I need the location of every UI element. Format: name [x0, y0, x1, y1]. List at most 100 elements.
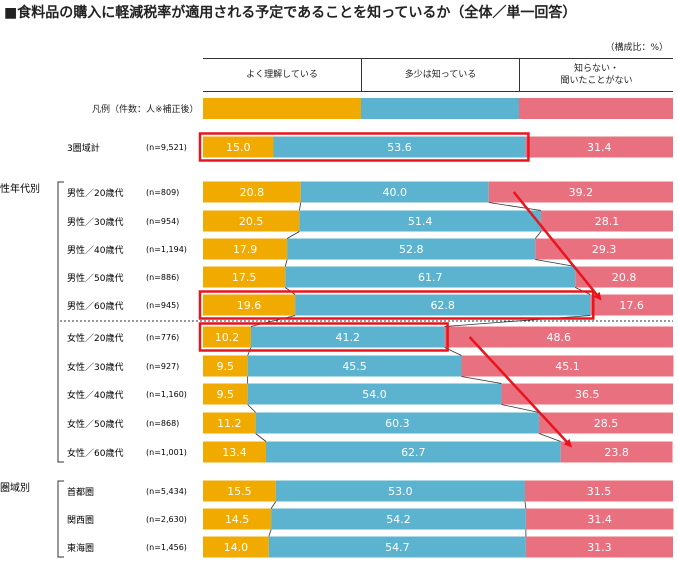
bar-segment — [461, 355, 674, 377]
sample-size-label: (n=1,194) — [146, 245, 187, 254]
bar-segment — [203, 508, 272, 530]
bar-segment — [203, 326, 251, 348]
bar-segment — [590, 294, 673, 316]
bar-segment — [295, 294, 591, 316]
bar-segment — [525, 508, 674, 530]
bar-segment — [273, 136, 526, 158]
row-label: 男性／50歳代 — [67, 272, 123, 284]
row-label: 男性／20歳代 — [67, 187, 123, 199]
legend-header-yoku: よく理解している — [203, 58, 361, 92]
row-label: 女性／60歳代 — [67, 447, 123, 459]
bar-segment — [203, 536, 269, 558]
data-label: 10.2 — [215, 331, 240, 344]
connector-line — [535, 259, 576, 267]
connector-line — [298, 202, 302, 211]
sample-size-label: (n=9,521) — [146, 143, 187, 152]
data-label: 29.3 — [592, 243, 617, 256]
bar-segment — [575, 266, 673, 288]
data-label: 61.7 — [418, 271, 443, 284]
data-label: 54.7 — [385, 541, 410, 554]
data-label: 20.5 — [239, 215, 264, 228]
unit-label: （構成比：%） — [605, 43, 668, 53]
connector-line — [488, 202, 541, 211]
connector-line — [501, 404, 540, 413]
legend-swatch-3 — [519, 98, 673, 119]
bar-segment — [265, 441, 561, 463]
bar-segment — [203, 266, 286, 288]
bar-segment — [501, 383, 673, 405]
data-label: 28.5 — [594, 417, 619, 430]
bar-segment — [203, 181, 301, 203]
bar-segment — [299, 210, 541, 232]
row-label: 女性／50歳代 — [67, 418, 123, 430]
data-label: 53.6 — [387, 141, 412, 154]
highlight-box — [198, 322, 449, 352]
data-label: 9.5 — [217, 360, 235, 373]
data-label: 14.0 — [224, 541, 249, 554]
row-label: 関西圏 — [67, 515, 94, 526]
bar-segment — [203, 383, 248, 405]
highlight-box — [198, 132, 530, 162]
sample-size-label: (n=809) — [146, 188, 179, 197]
data-label: 15.5 — [227, 485, 252, 498]
data-label: 17.9 — [233, 243, 258, 256]
data-label: 40.0 — [383, 186, 408, 199]
bar-segment — [203, 480, 276, 502]
trend-arrow — [468, 336, 573, 448]
bar-segment — [524, 480, 673, 502]
bar-segment — [560, 441, 673, 463]
data-label: 52.8 — [399, 243, 424, 256]
sample-size-label: (n=1,160) — [146, 390, 187, 399]
row-label: 女性／20歳代 — [67, 332, 123, 344]
sample-size-label: (n=868) — [146, 419, 179, 428]
connector-line — [461, 376, 502, 384]
connector-line — [284, 259, 288, 267]
bar-segment — [203, 210, 300, 232]
legend-swatch-2 — [361, 98, 519, 119]
data-label: 62.7 — [401, 446, 426, 459]
bar-segment — [247, 383, 502, 405]
row-label: 女性／40歳代 — [67, 389, 123, 401]
bar-segment — [525, 536, 673, 558]
connector-line — [268, 529, 272, 537]
group-label: 圏域別 — [0, 481, 30, 494]
data-label: 54.2 — [386, 513, 411, 526]
data-label: 20.8 — [240, 186, 265, 199]
data-label: 9.5 — [217, 388, 235, 401]
bar-segment — [285, 266, 576, 288]
row-label: 女性／30歳代 — [67, 361, 123, 373]
sample-size-label: (n=945) — [146, 301, 179, 310]
bar-segment — [539, 412, 673, 434]
bar-segment — [271, 508, 526, 530]
data-label: 31.4 — [587, 141, 612, 154]
data-label: 39.2 — [569, 186, 594, 199]
bar-segment — [203, 294, 296, 316]
bar-segment — [540, 210, 673, 232]
data-label: 19.6 — [237, 299, 262, 312]
trend-arrow — [512, 191, 602, 301]
data-label: 11.2 — [217, 417, 242, 430]
data-label: 54.0 — [362, 388, 387, 401]
connector-line — [247, 404, 256, 413]
legend-swatch-1 — [203, 98, 361, 119]
connector-line — [270, 501, 277, 509]
bar-segment — [300, 181, 489, 203]
bar-segment — [255, 412, 540, 434]
bar-segment — [275, 480, 525, 502]
sample-size-label: (n=1,001) — [146, 448, 187, 457]
sample-size-label: (n=886) — [146, 273, 179, 282]
data-label: 53.0 — [388, 485, 413, 498]
group-bracket — [57, 181, 64, 463]
data-label: 31.3 — [587, 541, 612, 554]
connector-line — [538, 433, 561, 442]
data-label: 17.5 — [232, 271, 257, 284]
highlight-box — [198, 290, 595, 320]
row-label: 男性／60歳代 — [67, 300, 123, 312]
bar-segment — [488, 181, 673, 203]
row-label: 男性／40歳代 — [67, 244, 123, 256]
row-label: 首都圏 — [67, 486, 94, 498]
sample-size-label: (n=776) — [146, 333, 179, 342]
group-label: 性年代別 — [0, 182, 40, 195]
bar-segment — [203, 441, 266, 463]
